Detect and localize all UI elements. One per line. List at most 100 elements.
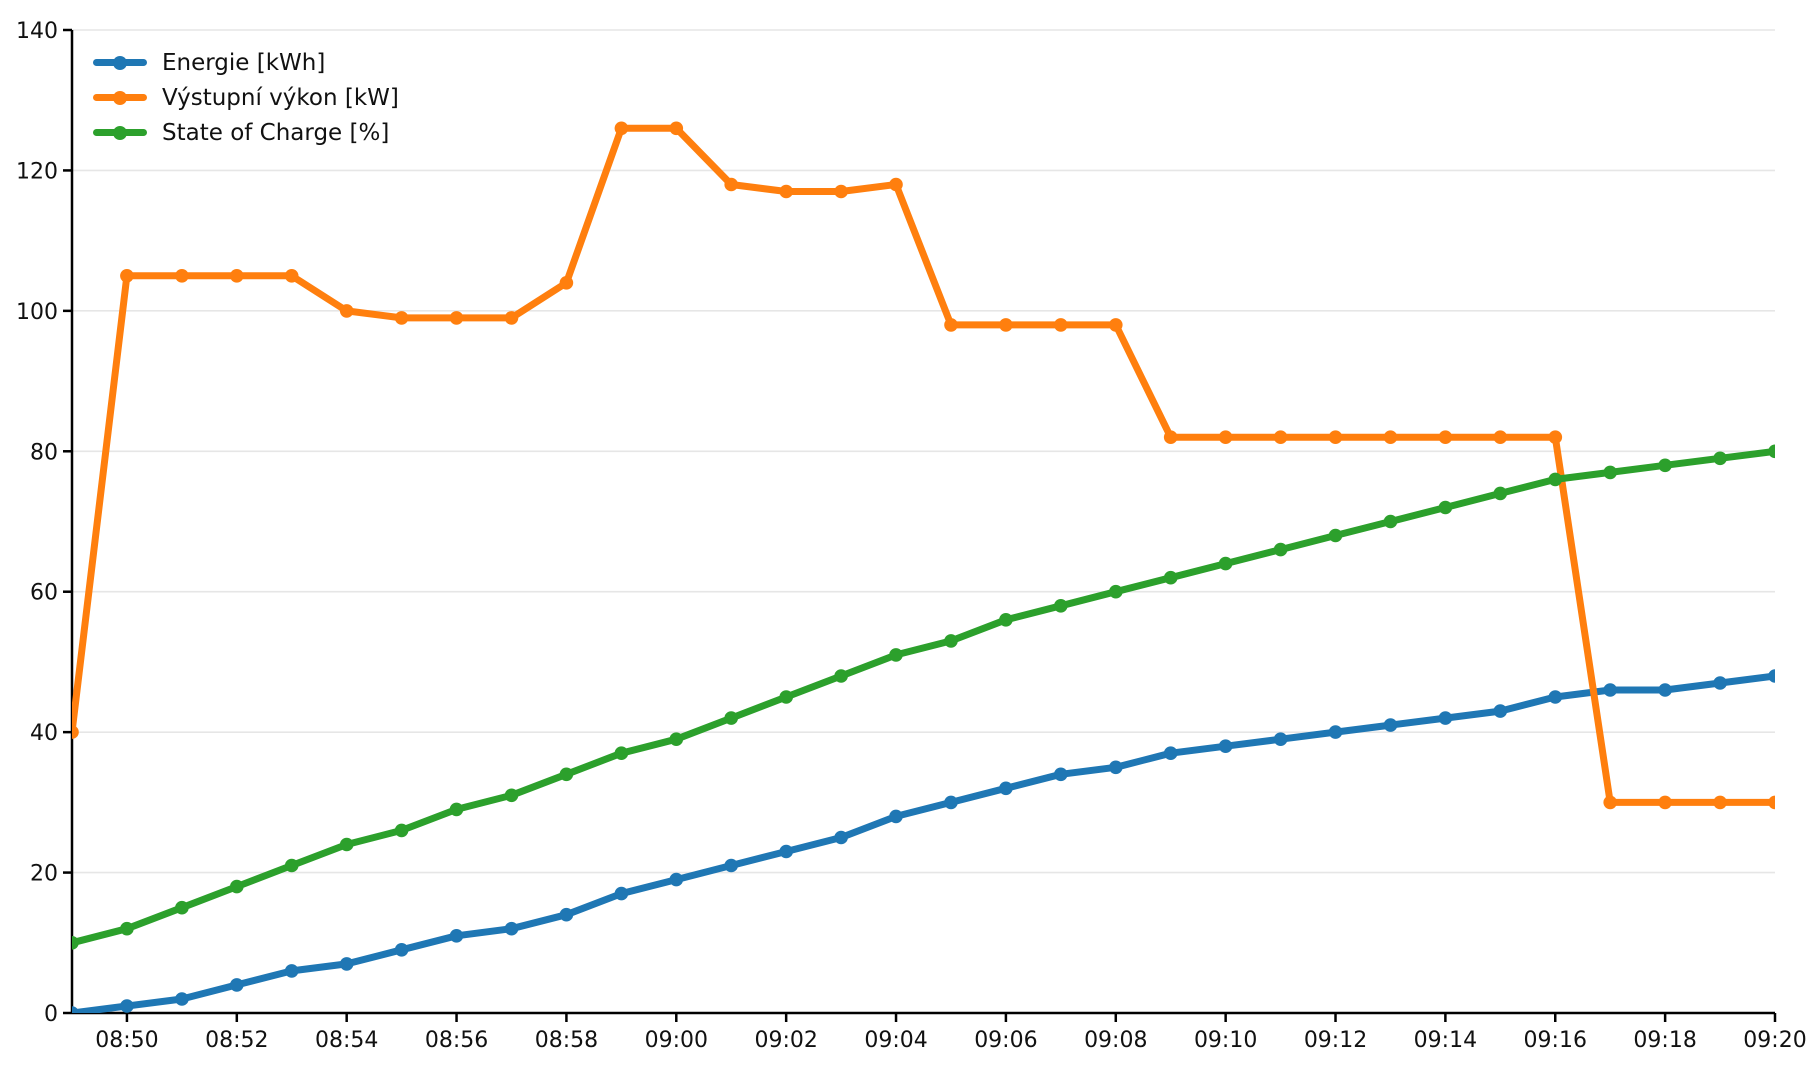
- marker-state-of-charge: [669, 732, 684, 746]
- series-line-vystupni-vykon: [72, 124, 1775, 806]
- y-tick-label: 120: [16, 159, 58, 184]
- marker-state-of-charge: [120, 921, 134, 936]
- x-tick-label: 09:00: [645, 1028, 708, 1053]
- marker-vystupni-vykon: [504, 311, 519, 325]
- marker-vystupni-vykon: [1713, 795, 1727, 810]
- marker-energie: [1163, 746, 1178, 760]
- marker-energie: [1493, 704, 1508, 718]
- plot-area: [72, 121, 1775, 1013]
- x-tick-label: 09:18: [1633, 1028, 1696, 1053]
- marker-energie: [724, 858, 738, 873]
- marker-state-of-charge: [999, 613, 1013, 627]
- marker-energie: [120, 999, 134, 1013]
- marker-state-of-charge: [1218, 556, 1233, 571]
- marker-vystupni-vykon: [449, 311, 464, 325]
- series-line-energie: [72, 672, 1775, 1013]
- x-tick-label: 09:10: [1194, 1028, 1257, 1053]
- marker-state-of-charge: [1273, 542, 1288, 557]
- marker-vystupni-vykon: [339, 304, 354, 318]
- marker-state-of-charge: [72, 936, 79, 950]
- y-tick-label: 100: [16, 300, 58, 325]
- x-tick-label: 08:50: [95, 1028, 158, 1053]
- marker-state-of-charge: [230, 879, 244, 894]
- marker-vystupni-vykon: [230, 269, 244, 283]
- x-tick-label: 09:06: [974, 1028, 1037, 1053]
- marker-state-of-charge: [1054, 599, 1068, 613]
- marker-state-of-charge: [559, 767, 574, 782]
- legend-label-state-of-charge: State of Charge [%]: [162, 119, 390, 146]
- marker-energie: [944, 795, 958, 810]
- marker-vystupni-vykon: [1548, 430, 1563, 445]
- marker-energie: [504, 921, 519, 936]
- marker-state-of-charge: [394, 823, 409, 838]
- x-tick-label: 08:56: [425, 1028, 488, 1053]
- x-tick-label: 09:04: [864, 1028, 927, 1053]
- y-tick-label: 80: [30, 440, 58, 465]
- marker-energie: [559, 907, 574, 922]
- y-tick-label: 20: [30, 862, 58, 887]
- marker-vystupni-vykon: [889, 177, 903, 192]
- x-tick-label: 08:58: [535, 1028, 598, 1053]
- x-tick-label: 08:54: [315, 1028, 378, 1053]
- y-tick-label: 40: [30, 721, 58, 746]
- marker-state-of-charge: [1603, 465, 1617, 480]
- marker-energie: [1383, 718, 1398, 732]
- marker-vystupni-vykon: [1493, 430, 1508, 445]
- marker-state-of-charge: [1658, 458, 1672, 473]
- legend-line-sample-vystupni-vykon: [93, 90, 147, 105]
- marker-vystupni-vykon: [779, 184, 793, 199]
- marker-energie: [72, 1006, 79, 1013]
- marker-state-of-charge: [1493, 486, 1508, 501]
- marker-vystupni-vykon: [1218, 430, 1233, 445]
- marker-energie: [1109, 760, 1123, 775]
- legend-item-state-of-charge: State of Charge [%]: [93, 115, 399, 150]
- marker-energie: [230, 978, 244, 992]
- legend-item-energie: Energie [kWh]: [93, 45, 399, 80]
- marker-vystupni-vykon: [1109, 318, 1123, 332]
- marker-vystupni-vykon: [1603, 795, 1617, 810]
- x-tick-label: 09:12: [1304, 1028, 1367, 1053]
- x-tick-label: 09:08: [1084, 1028, 1147, 1053]
- marker-vystupni-vykon: [175, 269, 189, 283]
- marker-state-of-charge: [1109, 584, 1123, 599]
- marker-vystupni-vykon: [284, 269, 299, 283]
- marker-state-of-charge: [1328, 528, 1343, 543]
- legend-line-sample-state-of-charge: [93, 125, 147, 140]
- marker-energie: [779, 844, 793, 859]
- marker-energie: [614, 886, 629, 901]
- marker-energie: [999, 781, 1013, 796]
- marker-energie: [1658, 683, 1672, 697]
- marker-vystupni-vykon: [944, 318, 958, 332]
- y-tick-label: 140: [16, 19, 58, 44]
- marker-vystupni-vykon: [834, 184, 848, 199]
- marker-state-of-charge: [1383, 514, 1398, 529]
- marker-state-of-charge: [1713, 451, 1727, 466]
- marker-state-of-charge: [724, 711, 738, 725]
- marker-state-of-charge: [504, 788, 519, 803]
- marker-energie: [889, 809, 903, 824]
- y-tick-label: 60: [30, 581, 58, 606]
- marker-state-of-charge: [339, 837, 354, 852]
- marker-state-of-charge: [1163, 570, 1178, 585]
- marker-energie: [1218, 739, 1233, 753]
- marker-energie: [1273, 732, 1288, 746]
- x-tick-label: 09:02: [754, 1028, 817, 1053]
- marker-energie: [1548, 690, 1563, 704]
- marker-energie: [1713, 676, 1727, 690]
- x-tick-label: 09:14: [1414, 1028, 1477, 1053]
- marker-state-of-charge: [944, 634, 958, 648]
- marker-vystupni-vykon: [1768, 795, 1775, 810]
- legend-marker-dot: [113, 90, 127, 105]
- marker-vystupni-vykon: [1163, 430, 1178, 445]
- marker-state-of-charge: [834, 669, 848, 683]
- marker-state-of-charge: [779, 690, 793, 704]
- marker-vystupni-vykon: [1328, 430, 1343, 445]
- marker-energie: [1054, 767, 1068, 782]
- marker-vystupni-vykon: [1383, 430, 1398, 445]
- marker-vystupni-vykon: [1273, 430, 1288, 445]
- marker-energie: [339, 957, 354, 971]
- legend-item-vystupni-vykon: Výstupní výkon [kW]: [93, 80, 399, 115]
- marker-energie: [449, 929, 464, 943]
